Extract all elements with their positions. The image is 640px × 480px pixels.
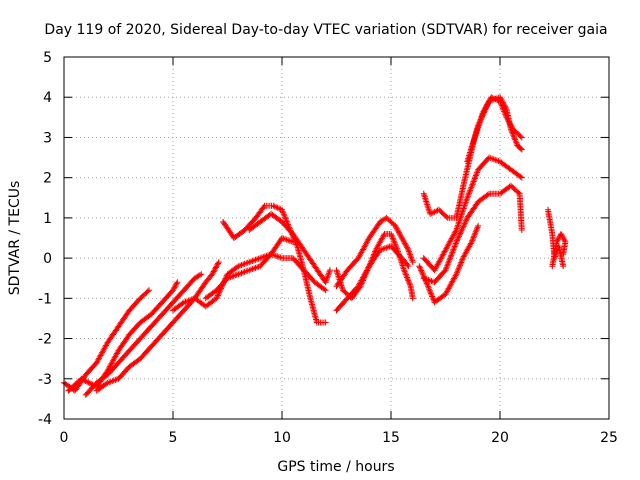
- x-tick-label: 0: [60, 430, 69, 446]
- y-tick-label: 1: [43, 211, 52, 227]
- y-tick-label: 5: [43, 50, 52, 66]
- data-point-markers: [333, 243, 412, 302]
- data-point-markers: [420, 182, 525, 286]
- x-axis-label: GPS time / hours: [277, 459, 394, 475]
- grid-lines: [64, 57, 609, 419]
- data-point-markers: [246, 210, 333, 286]
- series-arc-9: [333, 214, 416, 290]
- x-tick-label: 15: [382, 430, 400, 446]
- y-tick-label: 2: [43, 171, 52, 187]
- y-tick-label: 3: [43, 130, 52, 146]
- x-tick-label: 20: [491, 430, 509, 446]
- series-arc-18: [549, 231, 569, 270]
- y-tick-label: -3: [38, 372, 52, 388]
- y-axis-label: SDTVAR / TECUs: [7, 181, 23, 296]
- data-point-markers: [202, 235, 296, 302]
- data-point-markers: [420, 94, 525, 221]
- x-tick-label: 10: [273, 430, 291, 446]
- data-point-markers: [464, 94, 525, 165]
- data-point-markers: [93, 259, 222, 394]
- series-arc-2: [65, 279, 181, 394]
- series-arc-4: [93, 259, 222, 394]
- axis-ticks: 0 5 10 15 20 25 -4 -3 -2 -1 0 1 2 3 4 5: [38, 50, 618, 446]
- y-tick-label: -4: [38, 412, 52, 428]
- series-arc-7: [246, 210, 333, 286]
- x-tick-label: 5: [169, 430, 178, 446]
- y-tick-label: 4: [43, 90, 52, 106]
- data-point-markers: [333, 214, 416, 290]
- series-arc-16: [464, 94, 525, 165]
- y-tick-label: -1: [38, 291, 52, 307]
- series-arc-11: [333, 243, 412, 302]
- y-tick-label: -2: [38, 332, 52, 348]
- y-tick-label: 0: [43, 251, 52, 267]
- plot-frame: [63, 56, 610, 420]
- series-arc-15: [420, 182, 525, 286]
- x-tick-label: 25: [600, 430, 618, 446]
- data-point-markers: [65, 279, 181, 394]
- data-point-markers: [549, 231, 569, 270]
- series-arc-8: [202, 235, 296, 302]
- series-arc-13: [420, 94, 525, 221]
- data-marks: [61, 94, 569, 398]
- chart-title: Day 119 of 2020, Sidereal Day-to-day VTE…: [44, 22, 607, 38]
- data-point-markers: [82, 271, 205, 398]
- data-point-markers: [420, 154, 525, 274]
- series-arc-3: [82, 271, 205, 398]
- series-arc-14: [420, 154, 525, 274]
